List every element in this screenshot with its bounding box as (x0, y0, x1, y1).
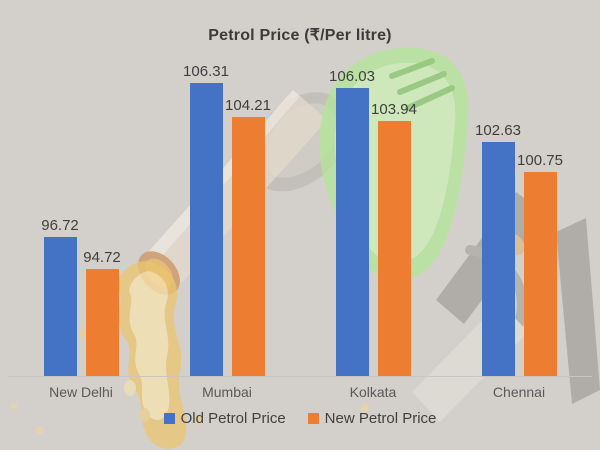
data-label-old-petrol-price-kolkata: 106.03 (329, 67, 375, 85)
legend-item-new-petrol-price: New Petrol Price (307, 410, 437, 427)
data-label-new-petrol-price-kolkata: 103.94 (371, 101, 417, 119)
x-axis-line (8, 376, 592, 377)
data-label-new-petrol-price-chennai: 100.75 (517, 152, 563, 170)
bar-group-new-delhi: 96.72 94.72 (8, 50, 154, 376)
legend-label-new-petrol-price: New Petrol Price (324, 410, 437, 427)
bar-group-chennai: 102.63 100.75 (446, 50, 592, 376)
category-label-mumbai: Mumbai (202, 384, 252, 400)
data-label-old-petrol-price-mumbai: 106.31 (183, 63, 229, 81)
bar-old-petrol-price-kolkata: 106.03 (329, 68, 375, 376)
bar-old-petrol-price-chennai: 102.63 (475, 122, 521, 376)
legend-swatch-new-petrol-price (307, 413, 319, 424)
data-label-new-petrol-price-mumbai: 104.21 (225, 97, 271, 114)
legend-item-old-petrol-price: Old Petrol Price (163, 410, 286, 427)
bar-group-mumbai: 106.31 104.21 (154, 50, 300, 376)
bar-old-petrol-price-mumbai: 106.31 (183, 63, 229, 376)
bar-new-petrol-price-new-delhi: 94.72 (83, 249, 121, 376)
legend: Old Petrol Price New Petrol Price (0, 410, 600, 427)
category-label-kolkata: Kolkata (349, 384, 397, 400)
category-label-new-delhi: New Delhi (49, 384, 113, 400)
category-label-chennai: Chennai (492, 384, 546, 400)
category-axis: New Delhi Mumbai Kolkata Chennai (8, 384, 592, 400)
plot-area: 96.72 94.72 106.31 104.21 106.03 103.94 102.63… (8, 50, 592, 376)
data-label-new-petrol-price-new-delhi: 94.72 (83, 248, 121, 266)
bar-new-petrol-price-kolkata: 103.94 (371, 101, 417, 376)
data-label-old-petrol-price-chennai: 102.63 (475, 122, 521, 140)
data-label-old-petrol-price-new-delhi: 96.72 (41, 216, 79, 234)
bar-new-petrol-price-chennai: 100.75 (517, 152, 563, 376)
bar-old-petrol-price-new-delhi: 96.72 (41, 217, 79, 376)
bar-group-kolkata: 106.03 103.94 (300, 50, 446, 376)
chart-title: Petrol Price (₹/Per litre) (208, 27, 392, 44)
bar-new-petrol-price-mumbai: 104.21 (225, 97, 271, 376)
legend-label-old-petrol-price: Old Petrol Price (180, 410, 286, 427)
legend-swatch-old-petrol-price (163, 413, 175, 424)
